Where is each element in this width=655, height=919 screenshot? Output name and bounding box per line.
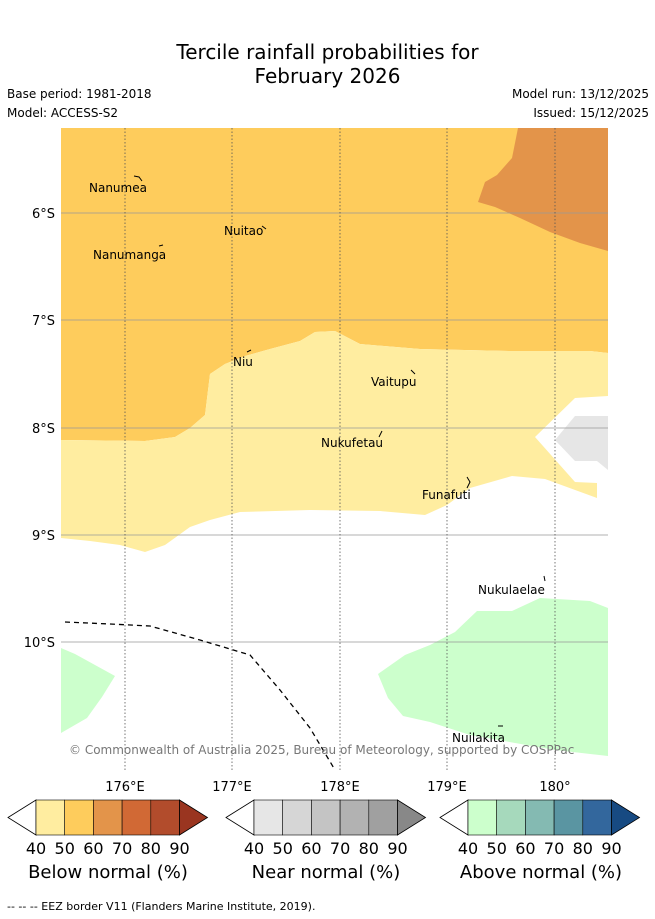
model-name: Model: ACCESS-S2 [7, 106, 119, 120]
lat-label-10s: 10°S [24, 636, 55, 651]
island-funafuti [466, 476, 471, 489]
place-label-nuitao: Nuitao [224, 224, 263, 238]
base-period: Base period: 1981-2018 [7, 87, 152, 101]
island-vaitupu [410, 369, 416, 375]
eez-border-line [64, 621, 336, 771]
colorbar-near-segment [368, 799, 398, 836]
colorbar-above-tick-label: 70 [544, 839, 564, 858]
island-nuitao [261, 225, 267, 230]
island-outlines [133, 175, 546, 727]
colorbar-below-segment [64, 799, 94, 836]
colorbar-near-tick-label: 70 [330, 839, 350, 858]
colorbar-near-segment [339, 799, 370, 836]
place-label-nukulaelae: Nukulaelae [478, 583, 545, 597]
colorbar-near-segment [311, 799, 341, 836]
colorbar-below-tick-label: 50 [55, 839, 75, 858]
colorbar-label-below: Below normal (%) [28, 862, 188, 883]
colorbar-below-segment [93, 799, 123, 836]
colorbar-above-segment [525, 799, 555, 836]
colorbar-above-tick-label: 40 [458, 839, 478, 858]
above-normal-40-50-region-east [378, 598, 608, 756]
place-label-niu: Niu [233, 355, 253, 369]
lat-label-9s: 9°S [32, 529, 55, 544]
lon-label-177e: 177°E [212, 780, 252, 795]
colorbar-above-tick-label: 60 [515, 839, 535, 858]
place-label-funafuti: Funafuti [422, 488, 471, 502]
colorbar-above-extend-low [439, 799, 469, 836]
colorbar-label-above: Above normal (%) [459, 862, 623, 883]
colorbar-above-tick-label: 80 [573, 839, 593, 858]
colorbar-below-extend-high [179, 799, 209, 836]
lon-label-176e: 176°E [105, 780, 145, 795]
near-normal-40-50-region [555, 416, 608, 470]
colorbar-near-segment [253, 799, 284, 836]
colorbar-above-segment [582, 799, 612, 836]
lat-label-6s: 6°S [32, 207, 55, 222]
colorbar-below-segment [121, 799, 152, 836]
place-label-nukufetau: Nukufetau [321, 436, 383, 450]
colorbar-above-extend-high [611, 799, 641, 836]
colorbar-legends: 40 50 60 70 80 90 40 50 60 70 80 90 40 50 60 70 80 90 [7, 799, 641, 858]
issued-date: Issued: 15/12/2025 [533, 106, 649, 120]
colorbar-above-segment [553, 799, 584, 836]
colorbar-near-tick-label: 90 [387, 839, 407, 858]
below-normal-50-60-region [61, 128, 608, 441]
place-label-nanumanga: Nanumanga [93, 248, 166, 262]
eez-footer-note: -- -- -- EEZ border V11 (Flanders Marine… [7, 900, 316, 913]
colorbar-above-tick-label: 50 [487, 839, 507, 858]
latitude-gridlines [61, 212, 608, 643]
lon-label-178e: 178°E [320, 780, 360, 795]
above-normal-40-50-region-west [61, 648, 115, 733]
copyright-notice: © Commonwealth of Australia 2025, Bureau… [69, 743, 574, 757]
model-run: Model run: 13/12/2025 [511, 87, 649, 101]
place-label-nanumea: Nanumea [89, 181, 147, 195]
lon-label-180: 180° [539, 780, 570, 795]
colorbar-near-tick-label: 40 [244, 839, 264, 858]
island-nanumanga [158, 244, 164, 247]
place-label-nuilakita: Nuilakita [452, 731, 505, 745]
colorbar-near-segment [282, 799, 312, 836]
colorbar-below-segment [35, 799, 66, 836]
colorbar-below-tick-label: 60 [83, 839, 103, 858]
lat-label-8s: 8°S [32, 422, 55, 437]
colorbar-label-near: Near normal (%) [251, 862, 401, 883]
colorbar-below-extend-low [7, 799, 37, 836]
colorbar-below-tick-label: 90 [169, 839, 189, 858]
lat-label-7s: 7°S [32, 314, 55, 329]
colorbar-near-tick-label: 60 [301, 839, 321, 858]
colorbar-near-tick-label: 50 [273, 839, 293, 858]
chart-title: Tercile rainfall probabilities for Febru… [0, 40, 655, 88]
island-niu [246, 349, 252, 353]
colorbar-below-segment [150, 799, 180, 836]
colorbar-near-tick-label: 80 [359, 839, 379, 858]
colorbar-below-tick-label: 40 [26, 839, 46, 858]
colorbar-below-tick-label: 70 [112, 839, 132, 858]
below-normal-60-70-region [478, 128, 608, 251]
island-nanumea [133, 175, 143, 182]
colorbar-above-segment [467, 799, 498, 836]
title-line-2: February 2026 [254, 64, 401, 88]
island-nukufetau [378, 430, 383, 438]
below-normal-40-50-region [61, 331, 608, 552]
lon-label-179e: 179°E [427, 780, 467, 795]
colorbar-near-extend-high [397, 799, 427, 836]
colorbar-above-segment [496, 799, 526, 836]
colorbar-near-extend-low [225, 799, 255, 836]
colorbar-above-tick-label: 90 [601, 839, 621, 858]
colorbar-below-tick-label: 80 [141, 839, 161, 858]
title-line-1: Tercile rainfall probabilities for [176, 40, 479, 64]
place-label-vaitupu: Vaitupu [371, 375, 417, 389]
island-nukulaelae [543, 575, 546, 582]
